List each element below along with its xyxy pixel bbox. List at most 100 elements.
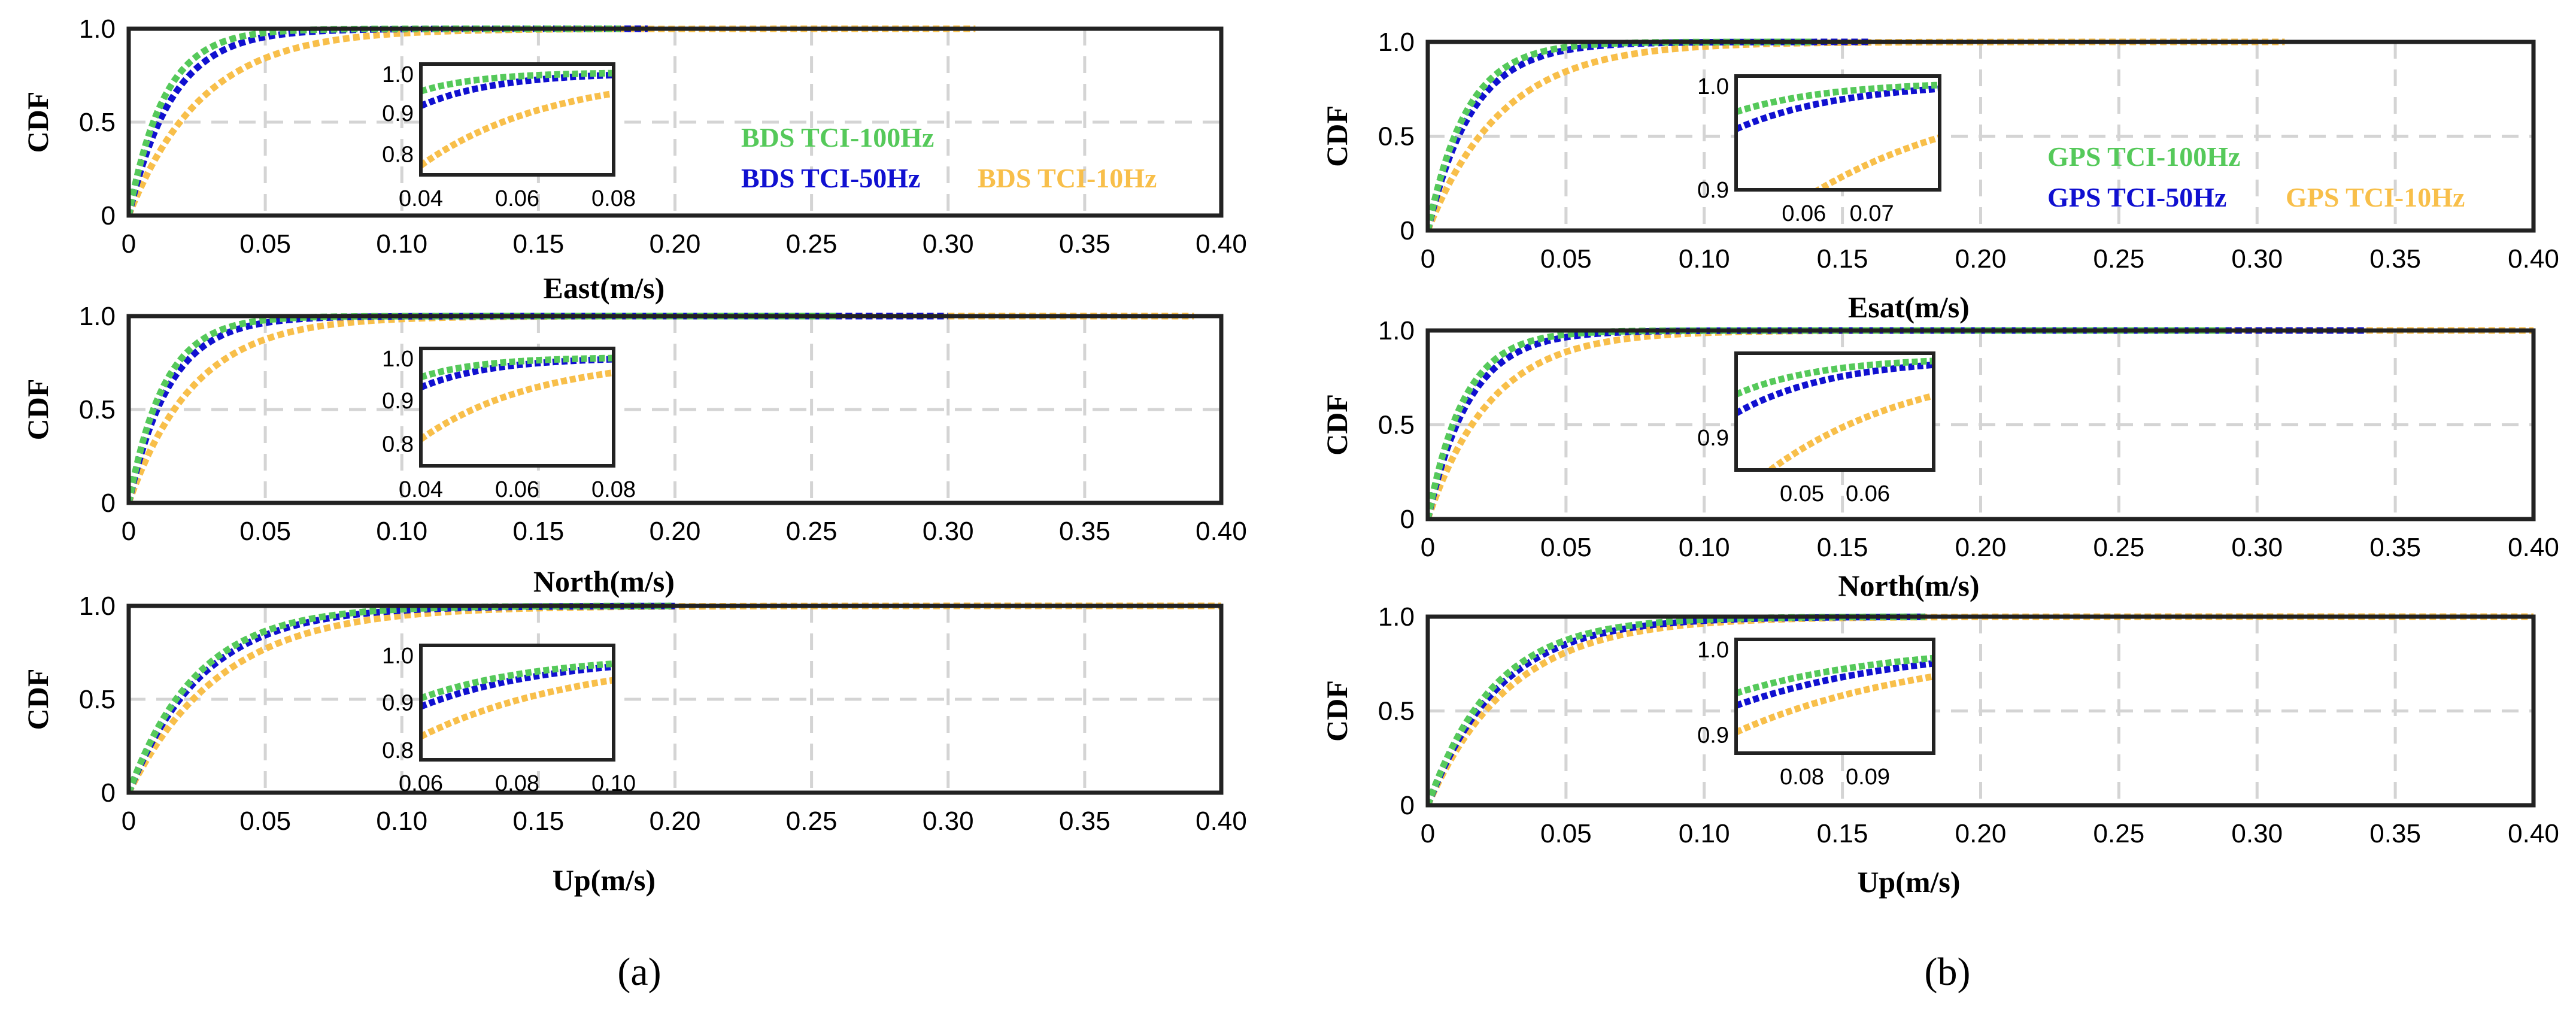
x-tick-label: 0 bbox=[122, 517, 136, 546]
x-tick-label: 0.30 bbox=[2231, 819, 2283, 848]
y-tick-label: 0 bbox=[101, 489, 116, 518]
y-axis-label: CDF bbox=[1320, 394, 1354, 456]
inset-x-tick-label: 0.09 bbox=[1846, 765, 1890, 790]
x-tick-label: 0.25 bbox=[786, 229, 838, 259]
y-tick-label: 0 bbox=[1400, 791, 1415, 820]
inset-frame bbox=[1734, 351, 1935, 472]
y-tick-label: 0 bbox=[1400, 505, 1415, 534]
inset-x-tick-label: 0.04 bbox=[399, 477, 443, 502]
y-tick-label: 1.0 bbox=[79, 14, 116, 44]
inset-series-line-gps-tci-100hz bbox=[1736, 654, 1934, 697]
x-tick-label: 0.35 bbox=[2369, 819, 2421, 848]
inset-y-tick-label: 1.0 bbox=[382, 644, 414, 669]
x-tick-label: 0.25 bbox=[786, 517, 838, 546]
x-tick-label: 0.35 bbox=[2369, 244, 2421, 274]
x-tick-label: 0.15 bbox=[513, 229, 565, 259]
y-tick-label: 0.5 bbox=[1378, 697, 1415, 726]
inset-frame bbox=[419, 347, 615, 468]
inset-chart: 0.04 0.06 0.08 0.8 0.9 1.0 bbox=[382, 62, 636, 211]
inset-series-line-bds-tci-10hz bbox=[421, 369, 614, 442]
y-tick-label: 0.5 bbox=[1378, 411, 1415, 440]
x-tick-label: 0.15 bbox=[1817, 244, 1868, 274]
y-tick-label: 1.0 bbox=[1378, 28, 1415, 57]
chart-a-3: 0 0.05 0.10 0.15 0.20 0.25 0.30 0.35 0.40 0 0.5 1.0… bbox=[21, 592, 1247, 897]
panel-label-b: (b) bbox=[1925, 950, 1971, 994]
inset-background bbox=[1736, 353, 1934, 470]
x-tick-label: 0 bbox=[122, 806, 136, 836]
x-axis-label: Up(m/s) bbox=[553, 863, 656, 897]
x-tick-label: 0.30 bbox=[2231, 533, 2283, 562]
x-tick-label: 0.10 bbox=[376, 517, 427, 546]
inset-series-line-bds-tci-100hz bbox=[421, 69, 614, 95]
inset-frame bbox=[419, 62, 615, 177]
x-tick-label: 0.15 bbox=[1817, 819, 1868, 848]
x-tick-label: 0.15 bbox=[1817, 533, 1868, 562]
x-tick-label: 0.35 bbox=[1059, 229, 1110, 259]
inset-x-tick-label: 0.06 bbox=[1782, 201, 1826, 226]
x-tick-label: 0.25 bbox=[786, 806, 838, 836]
x-tick-label: 0.20 bbox=[1955, 244, 2007, 274]
x-tick-label: 0.30 bbox=[2231, 244, 2283, 274]
inset-chart: 0.08 0.09 0.9 1.0 bbox=[1697, 638, 1935, 790]
inset-frame bbox=[1734, 74, 1941, 192]
x-tick-label: 0.05 bbox=[1540, 533, 1592, 562]
plot-frame bbox=[126, 314, 1224, 505]
inset-x-tick-label: 0.06 bbox=[1846, 481, 1890, 506]
y-tick-label: 0.5 bbox=[79, 395, 116, 424]
x-tick-label: 0.40 bbox=[2508, 533, 2559, 562]
x-tick-label: 0.30 bbox=[923, 806, 974, 836]
x-tick-label: 0.10 bbox=[1679, 533, 1730, 562]
chart-a-2: 0 0.05 0.10 0.15 0.20 0.25 0.30 0.35 0.40 0 0.5 1.0… bbox=[21, 302, 1247, 598]
y-tick-label: 0.5 bbox=[79, 685, 116, 714]
x-tick-label: 0.10 bbox=[376, 229, 427, 259]
inset-series-line-bds-tci-100hz bbox=[421, 354, 614, 381]
chart-a-1: 0 0.05 0.10 0.15 0.20 0.25 0.30 0.35 0.40 0 0.5 1.0… bbox=[21, 14, 1247, 305]
x-tick-label: 0.40 bbox=[2508, 819, 2559, 848]
y-axis-label: CDF bbox=[21, 669, 54, 730]
x-tick-label: 0 bbox=[1421, 819, 1435, 848]
inset-series-line-gps-tci-10hz bbox=[1812, 134, 1940, 190]
legend-entry: GPS TCI-100Hz bbox=[2047, 141, 2240, 172]
series-line-gps-tci-50hz bbox=[1428, 613, 1926, 805]
y-axis-label: CDF bbox=[1320, 680, 1354, 742]
y-tick-label: 1.0 bbox=[79, 302, 116, 331]
series-line-bds-tci-50hz bbox=[129, 602, 675, 793]
plot-frame bbox=[126, 26, 1224, 218]
y-tick-label: 0 bbox=[101, 201, 116, 230]
x-tick-label: 0 bbox=[1421, 533, 1435, 562]
x-tick-label: 0.20 bbox=[650, 806, 701, 836]
x-tick-label: 0.20 bbox=[650, 229, 701, 259]
inset-x-tick-label: 0.04 bbox=[399, 186, 443, 211]
x-tick-label: 0.10 bbox=[1679, 244, 1730, 274]
inset-x-tick-label: 0.10 bbox=[591, 771, 636, 796]
inset-y-tick-label: 1.0 bbox=[1697, 638, 1729, 663]
chart-b-1: 0 0.05 0.10 0.15 0.20 0.25 0.30 0.35 0.40 0 0.5 1.0… bbox=[1320, 28, 2559, 324]
inset-x-tick-label: 0.08 bbox=[591, 477, 636, 502]
inset-series-line-gps-tci-100hz bbox=[1736, 81, 1940, 116]
x-tick-label: 0.05 bbox=[1540, 819, 1592, 848]
inset-y-tick-label: 0.8 bbox=[382, 738, 414, 763]
legend-entry: GPS TCI-10Hz bbox=[2286, 182, 2465, 213]
x-tick-label: 0.05 bbox=[239, 517, 291, 546]
x-axis-label: North(m/s) bbox=[1838, 569, 1979, 602]
inset-x-tick-label: 0.06 bbox=[495, 186, 539, 211]
inset-x-tick-label: 0.08 bbox=[591, 186, 636, 211]
panel-label-a: (a) bbox=[617, 950, 661, 994]
inset-x-tick-label: 0.05 bbox=[1780, 481, 1824, 506]
inset-y-tick-label: 0.9 bbox=[1697, 426, 1729, 451]
inset-frame bbox=[419, 644, 615, 762]
inset-y-tick-label: 0.9 bbox=[382, 101, 414, 126]
legend-entry: BDS TCI-50Hz bbox=[741, 163, 920, 193]
inset-series-group bbox=[421, 354, 614, 442]
y-axis-label: CDF bbox=[21, 92, 54, 153]
legend-entry: GPS TCI-50Hz bbox=[2047, 182, 2226, 213]
x-tick-label: 0 bbox=[1421, 244, 1435, 274]
x-tick-label: 0.15 bbox=[513, 806, 565, 836]
legend-entry: BDS TCI-100Hz bbox=[741, 122, 934, 153]
x-tick-label: 0.40 bbox=[1196, 229, 1247, 259]
x-tick-label: 0.20 bbox=[650, 517, 701, 546]
x-tick-label: 0.40 bbox=[1196, 806, 1247, 836]
x-tick-label: 0.10 bbox=[1679, 819, 1730, 848]
inset-series-group bbox=[1736, 654, 1934, 736]
